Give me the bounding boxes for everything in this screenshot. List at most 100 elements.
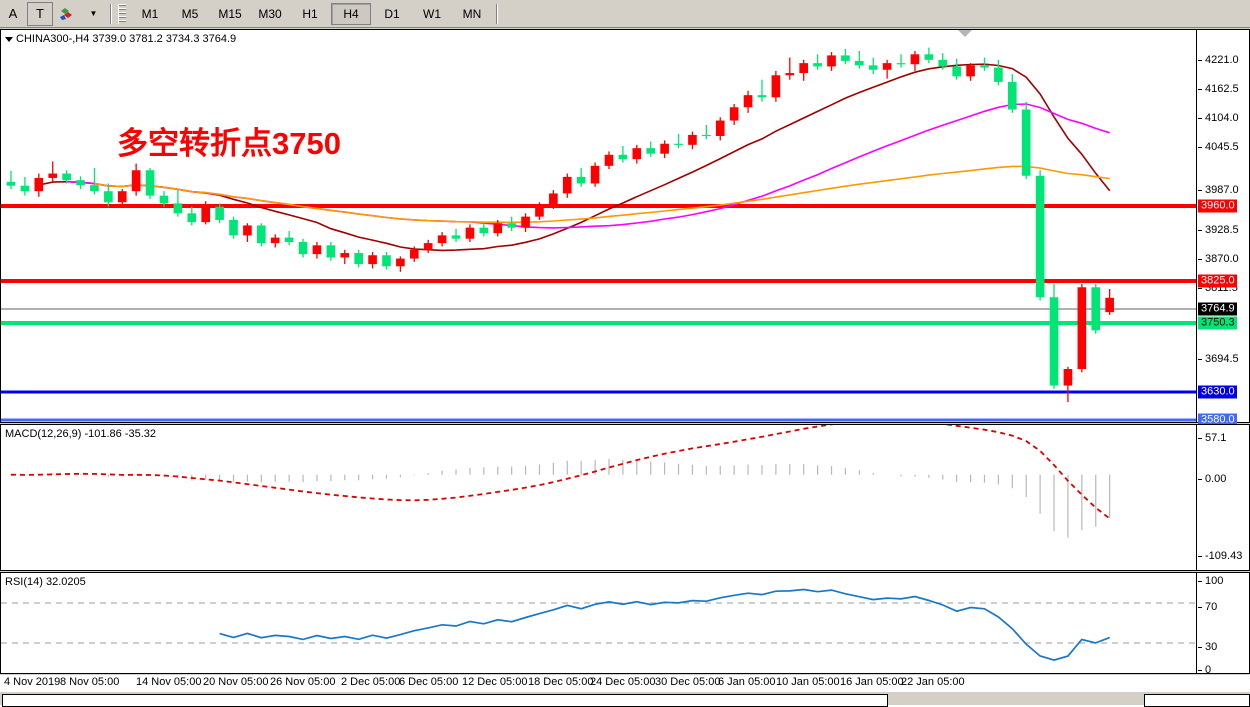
candlestick bbox=[924, 47, 934, 64]
candlestick bbox=[34, 173, 44, 197]
macd-title: MACD(12,26,9) -101.86 -35.32 bbox=[5, 428, 157, 440]
level-3825-label[interactable]: 3825.0 bbox=[1198, 274, 1237, 288]
candlestick bbox=[326, 242, 336, 261]
macd-plot-area[interactable] bbox=[1, 425, 1196, 570]
timeframe-m5[interactable]: M5 bbox=[181, 6, 199, 21]
price-tick bbox=[1198, 190, 1202, 191]
candlestick bbox=[632, 144, 642, 164]
candlestick bbox=[6, 170, 16, 190]
time-axis-label: 20 Nov 05:00 bbox=[203, 676, 269, 688]
timeframe-m15[interactable]: M15 bbox=[218, 6, 242, 21]
timeframe-m1[interactable]: M1 bbox=[141, 6, 159, 21]
time-axis[interactable]: 4 Nov 2019 8 Nov 05:00 14 Nov 05:00 20 Nov … bbox=[0, 675, 1250, 691]
candlestick bbox=[562, 173, 572, 198]
navigator-window[interactable] bbox=[2, 694, 888, 707]
toolbar-divider-2 bbox=[496, 3, 498, 24]
time-axis-label: 24 Dec 05:00 bbox=[590, 676, 656, 688]
label-tool-icon[interactable]: T bbox=[27, 1, 53, 26]
status-box[interactable] bbox=[1144, 694, 1250, 707]
rsi-pane[interactable]: 100 70 30 0 bbox=[0, 572, 1250, 676]
level-3580-label[interactable]: 3580.0 bbox=[1198, 413, 1237, 427]
candlestick bbox=[340, 249, 350, 265]
chart-annotation-text[interactable]: 多空转折点3750 bbox=[117, 126, 341, 161]
candlestick bbox=[117, 189, 127, 207]
candlestick bbox=[674, 133, 683, 149]
candlestick bbox=[799, 59, 809, 81]
rsi-svg bbox=[1, 588, 1196, 661]
candlestick bbox=[243, 223, 252, 243]
candlestick bbox=[437, 232, 447, 247]
time-axis-label: 10 Jan 05:00 bbox=[776, 676, 840, 688]
macd-pane[interactable]: 57.1 0.00 -109.43 bbox=[0, 424, 1250, 571]
candlestick bbox=[896, 54, 906, 68]
candlestick bbox=[785, 57, 795, 80]
toolbar-grip[interactable] bbox=[118, 3, 126, 24]
rsi-plot-area[interactable] bbox=[1, 573, 1196, 673]
timeframe-h4[interactable]: H4 bbox=[331, 2, 371, 25]
resistance-3960[interactable] bbox=[1, 204, 1196, 208]
macd-tick bbox=[1198, 438, 1202, 439]
candlestick bbox=[1091, 283, 1101, 334]
price-tick bbox=[1198, 60, 1202, 61]
candlestick bbox=[48, 161, 58, 182]
candlestick bbox=[465, 224, 475, 243]
level-3960-label[interactable]: 3960.0 bbox=[1198, 199, 1237, 213]
price-axis[interactable]: 4221.0 4162.5 4104.0 4045.5 3987.0 3928.5 3870… bbox=[1196, 30, 1249, 427]
candlestick bbox=[270, 234, 280, 248]
price-plot-area[interactable] bbox=[1, 30, 1196, 422]
text-tool-icon[interactable]: A bbox=[8, 6, 18, 21]
candlestick bbox=[688, 131, 697, 150]
timeframe-h1[interactable]: H1 bbox=[302, 6, 318, 21]
candlestick bbox=[396, 256, 405, 272]
candlestick bbox=[855, 50, 864, 69]
price-tick-label: 4221.0 bbox=[1205, 54, 1239, 66]
candlestick bbox=[966, 63, 975, 81]
resistance-3825[interactable] bbox=[1, 279, 1196, 283]
level-3630-label[interactable]: 3630.0 bbox=[1198, 385, 1237, 399]
collapse-triangle-icon[interactable] bbox=[5, 36, 13, 42]
candlestick bbox=[1105, 288, 1114, 315]
candlestick bbox=[938, 53, 948, 70]
pivot-3750[interactable] bbox=[1, 321, 1196, 325]
timeframe-w1[interactable]: W1 bbox=[423, 6, 441, 21]
candlestick bbox=[284, 230, 294, 246]
candlestick bbox=[1021, 101, 1031, 180]
time-axis-label: 30 Dec 05:00 bbox=[655, 676, 721, 688]
current-price-label[interactable]: 3764.9 bbox=[1198, 302, 1237, 316]
candlestick bbox=[90, 168, 99, 195]
support-3630[interactable] bbox=[1, 390, 1196, 394]
macd-svg bbox=[10, 425, 1111, 538]
timeframe-m30[interactable]: M30 bbox=[258, 6, 282, 21]
candlestick bbox=[104, 183, 113, 207]
rsi-tick bbox=[1198, 647, 1202, 648]
current-price-line[interactable] bbox=[1, 308, 1196, 310]
main-toolbar: A T ▼ M1 M5 M15 M30 H1 H4 D1 W1 MN bbox=[0, 0, 1250, 28]
candlestick bbox=[62, 170, 71, 184]
candlestick bbox=[1007, 74, 1017, 113]
timeframe-d1[interactable]: D1 bbox=[384, 6, 400, 21]
candlestick bbox=[549, 190, 558, 209]
price-tick-label: 4162.5 bbox=[1205, 83, 1239, 95]
price-tick bbox=[1198, 359, 1202, 360]
objects-tool-icon[interactable] bbox=[55, 3, 79, 25]
support-3580[interactable] bbox=[1, 418, 1196, 422]
candlestick bbox=[521, 213, 530, 233]
time-axis-label: 26 Nov 05:00 bbox=[270, 676, 336, 688]
rsi-tick bbox=[1198, 581, 1202, 582]
price-pane-title: CHINA300-,H4 3739.0 3781.2 3734.3 3764.9 bbox=[5, 33, 236, 45]
price-tick-label: 3694.5 bbox=[1205, 353, 1239, 365]
candlestick bbox=[604, 151, 614, 170]
candlestick bbox=[980, 57, 989, 71]
price-tick-label: 4045.5 bbox=[1205, 141, 1239, 153]
level-3750-label[interactable]: 3750.3 bbox=[1198, 316, 1237, 330]
timeframe-mn[interactable]: MN bbox=[462, 6, 482, 21]
symbol-ohlc-label: CHINA300-,H4 3739.0 3781.2 3734.3 3764.9 bbox=[16, 33, 237, 45]
time-axis-label: 16 Jan 05:00 bbox=[840, 676, 904, 688]
candlestick bbox=[715, 117, 725, 141]
price-chart-pane[interactable]: 4221.0 4162.5 4104.0 4045.5 3987.0 3928.5 3870… bbox=[0, 29, 1250, 427]
macd-tick-label: 0.00 bbox=[1205, 473, 1227, 485]
objects-dropdown-caret-icon[interactable]: ▼ bbox=[89, 9, 98, 18]
rsi-tick-label: 0 bbox=[1205, 664, 1212, 676]
time-axis-label: 14 Nov 05:00 bbox=[136, 676, 202, 688]
